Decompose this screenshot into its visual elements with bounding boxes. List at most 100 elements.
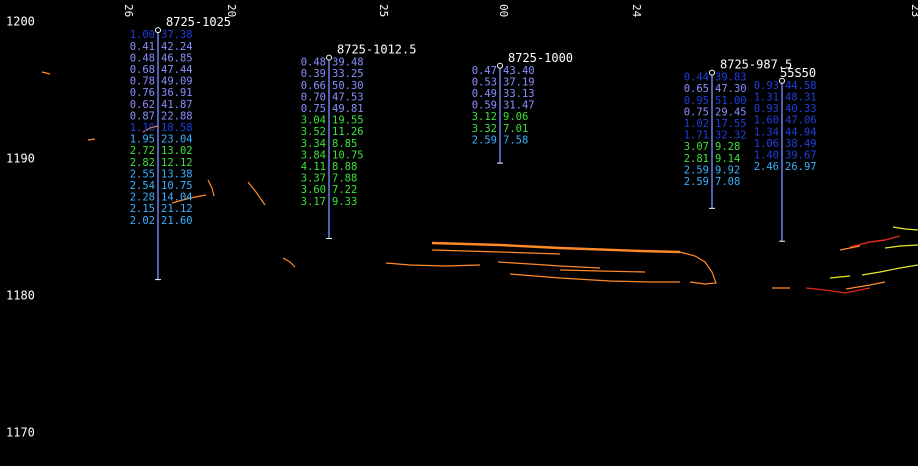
right-value: 33.13 [503,88,535,100]
left-value: 2.59 [684,164,709,176]
horizon-trace [849,235,901,248]
horizon-trace [282,257,296,268]
left-value: 2.15 [130,203,155,215]
right-value: 7.22 [332,184,357,196]
right-value: 9.92 [715,164,740,176]
right-value: 13.02 [161,145,193,157]
well: 8725-987.5 0.44 39.83 0.65 47.30 0.95 51.00 0.7… [684,58,792,209]
left-value: 0.68 [130,64,155,76]
well-name: 55S50 [780,66,816,80]
right-value: 49.09 [161,76,193,88]
left-value: 0.53 [472,76,497,88]
well-head-marker [709,69,715,76]
left-value: 0.95 [684,95,709,107]
left-value: 0.76 [130,87,155,99]
horizon-trace [497,261,601,269]
horizon-trace [171,194,207,204]
horizon-trace [805,287,871,294]
left-value: 2.82 [130,157,155,169]
left-value: 0.49 [472,88,497,100]
right-value: 49.81 [332,103,364,115]
well-name: 8725-1000 [508,51,573,65]
top-tick-label: 25 [377,4,390,17]
well-name: 8725-1025 [166,15,231,29]
well: 8725-1000 0.47 43.40 0.53 37.19 0.49 33.13 0.59… [472,51,573,164]
left-value: 1.34 [754,126,779,138]
well-head-marker [779,77,785,84]
right-value: 7.88 [332,173,357,185]
top-axis: 26 20 25 00 24 23 [122,4,918,18]
right-value: 40.33 [785,103,817,115]
left-value: 2.46 [754,161,779,173]
top-tick-label: 20 [225,4,238,17]
y-tick-label: 1170 [6,426,35,440]
horizon-trace [839,245,861,251]
left-value: 1.31 [754,91,779,103]
left-value: 0.65 [684,83,709,95]
right-value: 39.48 [332,57,364,69]
top-tick-label: 23 [909,4,918,17]
horizon-trace [247,181,266,206]
well: 8725-1012.5 0.48 39.48 0.39 33.25 0.66 50.30 0.… [301,43,416,239]
left-value: 0.75 [684,106,709,118]
left-value: 4.11 [301,161,326,173]
right-value: 9.33 [332,196,357,208]
horizon-trace [509,273,680,283]
well: 8725-1025 1.00 37.38 0.41 42.24 0.48 46.85 0.68… [130,15,231,281]
right-value: 26.97 [785,161,817,173]
right-value: 39.67 [785,149,817,161]
right-value: 51.00 [715,95,747,107]
right-value: 48.31 [785,91,817,103]
horizon-trace [559,269,646,273]
horizon-trace [829,275,851,279]
right-value: 44.58 [785,80,817,92]
well-name: 8725-987.5 [720,58,792,72]
right-value: 21.60 [161,215,193,227]
right-value: 7.58 [503,134,528,146]
right-value: 41.87 [161,99,193,111]
left-value: 0.59 [472,100,497,112]
left-value: 0.41 [130,41,155,53]
left-value: 1.95 [130,134,155,146]
right-value: 21.12 [161,203,193,215]
left-value: 3.84 [301,149,326,161]
top-tick-label: 24 [630,4,643,18]
horizon-trace [861,264,918,276]
y-tick-label: 1190 [6,152,35,166]
left-value: 3.17 [301,196,326,208]
right-value: 7.08 [715,176,740,188]
horizon-trace [87,138,96,141]
right-value: 32.32 [715,130,747,142]
well-head-marker [155,27,161,34]
horizon-trace [892,226,918,231]
well-name: 8725-1012.5 [337,43,416,57]
left-value: 3.04 [301,115,326,127]
left-value: 0.78 [130,76,155,88]
right-value: 22.88 [161,110,193,122]
left-value: 2.72 [130,145,155,157]
horizon-trace [679,251,717,285]
right-value: 17.55 [715,118,747,130]
right-value: 44.94 [785,126,817,138]
left-value: 0.48 [130,52,155,64]
right-value: 47.44 [161,64,193,76]
left-value: 1.00 [130,29,155,41]
horizon-trace [845,281,886,290]
right-value: 8.85 [332,138,357,150]
right-value: 14.04 [161,192,193,204]
left-value: 3.60 [301,184,326,196]
right-value: 36.91 [161,87,193,99]
left-value: 2.55 [130,168,155,180]
left-value: 3.52 [301,126,326,138]
right-value: 42.24 [161,41,193,53]
right-value: 9.14 [715,153,740,165]
left-value: 0.62 [130,99,155,111]
left-value: 3.12 [472,111,497,123]
horizon-trace [207,179,215,197]
left-value: 0.48 [301,57,326,69]
left-value: 2.59 [472,134,497,146]
right-value: 47.06 [785,115,817,127]
left-value: 1.71 [684,130,709,142]
left-value: 2.54 [130,180,155,192]
